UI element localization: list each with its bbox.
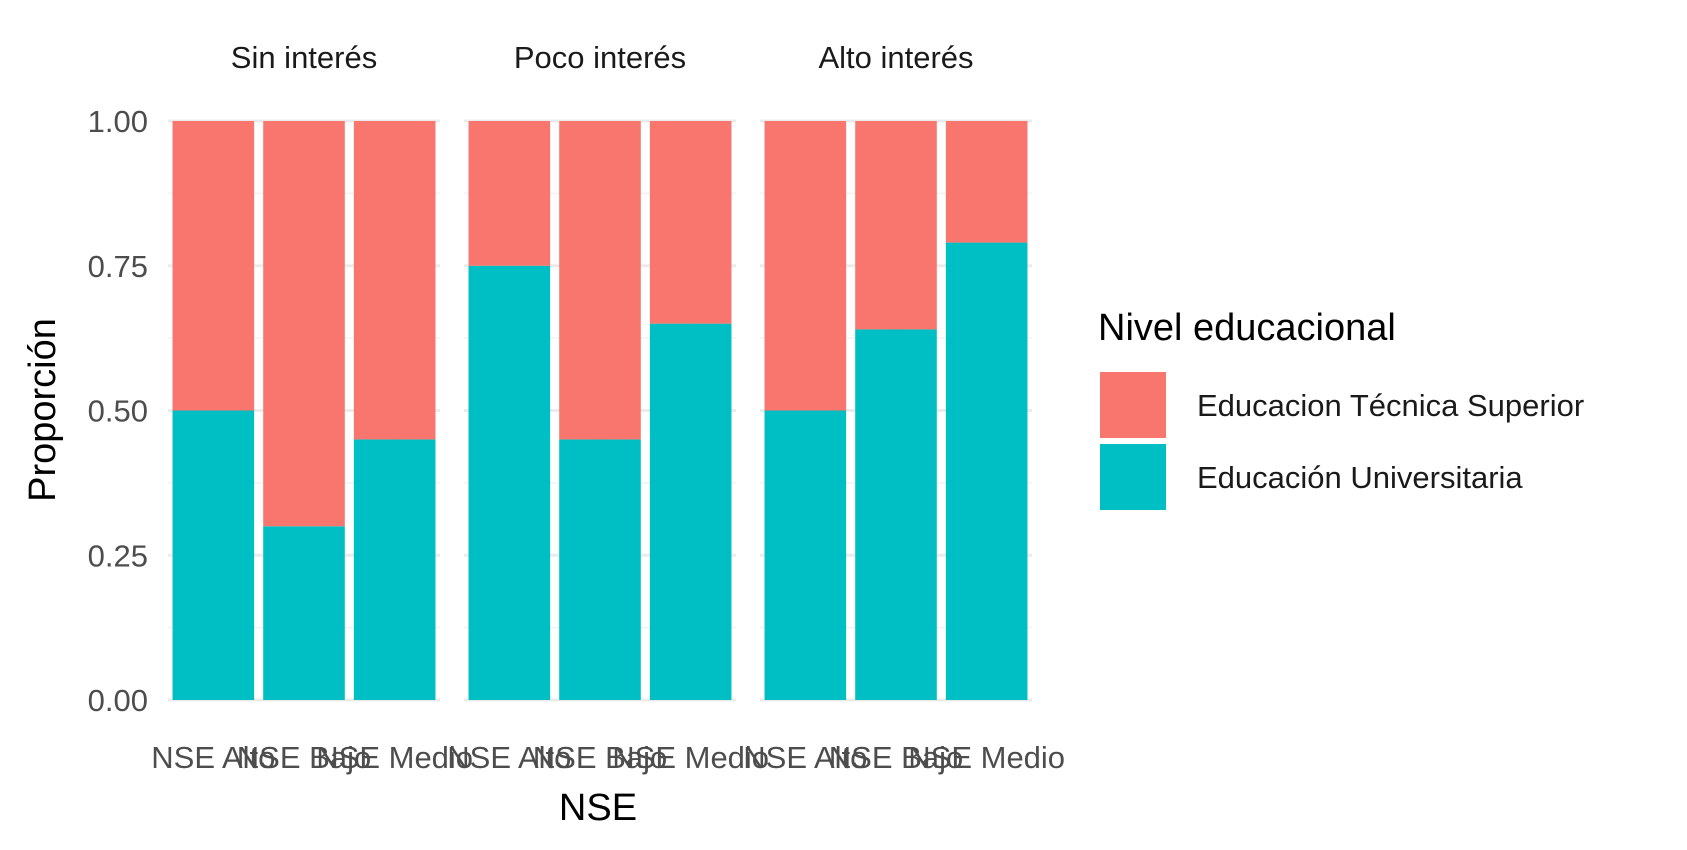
bar-poco-interes-nse-alto-educacion-tecnica-superior	[468, 121, 551, 266]
facet-strip-label-sin-interes: Sin interés	[231, 40, 377, 75]
legend-label-tecnica: Educacion Técnica Superior	[1197, 388, 1584, 423]
y-tick-label: 0.50	[88, 394, 148, 429]
bar-sin-interes-nse-bajo-educacion-tecnica-superior	[263, 121, 345, 527]
y-tick-label: 0.25	[88, 538, 148, 573]
bar-sin-interes-nse-bajo-educacion-universitaria	[263, 526, 345, 700]
x-tick-label: NSE Alto	[743, 740, 867, 775]
legend-key-universitaria	[1100, 444, 1166, 510]
legend-label-universitaria: Educación Universitaria	[1197, 460, 1523, 495]
x-axis-title: NSE	[559, 787, 637, 829]
x-tick-label: NSE Bajo	[533, 740, 667, 775]
legend: Nivel educacional Educacion Técnica Supe…	[1098, 307, 1584, 510]
facet-strip-label-alto-interes: Alto interés	[818, 40, 973, 75]
bar-sin-interes-nse-medio-educacion-universitaria	[353, 439, 436, 700]
x-tick-label: NSE Medio	[316, 740, 473, 775]
bar-alto-interes-nse-bajo-educacion-tecnica-superior	[855, 121, 937, 330]
bar-poco-interes-nse-medio-educacion-universitaria	[649, 323, 732, 700]
bar-poco-interes-nse-bajo-educacion-tecnica-superior	[559, 121, 641, 440]
bar-alto-interes-nse-alto-educacion-tecnica-superior	[764, 121, 847, 411]
x-tick-label: NSE Bajo	[829, 740, 963, 775]
x-tick-label: NSE Medio	[612, 740, 769, 775]
bar-alto-interes-nse-bajo-educacion-universitaria	[855, 329, 937, 700]
bar-poco-interes-nse-medio-educacion-tecnica-superior	[649, 121, 732, 324]
bar-sin-interes-nse-alto-educacion-tecnica-superior	[172, 121, 255, 411]
y-tick-label: 0.75	[88, 249, 148, 284]
bar-sin-interes-nse-alto-educacion-universitaria	[172, 410, 255, 700]
bar-poco-interes-nse-alto-educacion-universitaria	[468, 265, 551, 700]
x-tick-label: NSE Bajo	[237, 740, 371, 775]
bar-alto-interes-nse-medio-educacion-universitaria	[945, 242, 1028, 700]
y-tick-label: 1.00	[88, 104, 148, 139]
legend-title: Nivel educacional	[1098, 307, 1396, 349]
y-axis-title: Proporción	[22, 318, 64, 502]
facet-strip-layer: Sin interés Poco interés Alto interés	[231, 40, 974, 75]
bar-alto-interes-nse-medio-educacion-tecnica-superior	[945, 121, 1028, 243]
bar-sin-interes-nse-medio-educacion-tecnica-superior	[353, 121, 436, 440]
bar-layer	[172, 121, 1028, 700]
bar-alto-interes-nse-alto-educacion-universitaria	[764, 410, 847, 700]
bar-poco-interes-nse-bajo-educacion-universitaria	[559, 439, 641, 700]
x-tick-label: NSE Alto	[151, 740, 275, 775]
y-tick-label: 0.00	[88, 683, 148, 718]
x-tick-label: NSE Medio	[908, 740, 1065, 775]
facet-strip-label-poco-interes: Poco interés	[514, 40, 686, 75]
legend-key-tecnica	[1100, 372, 1166, 438]
x-tick-label: NSE Alto	[447, 740, 571, 775]
